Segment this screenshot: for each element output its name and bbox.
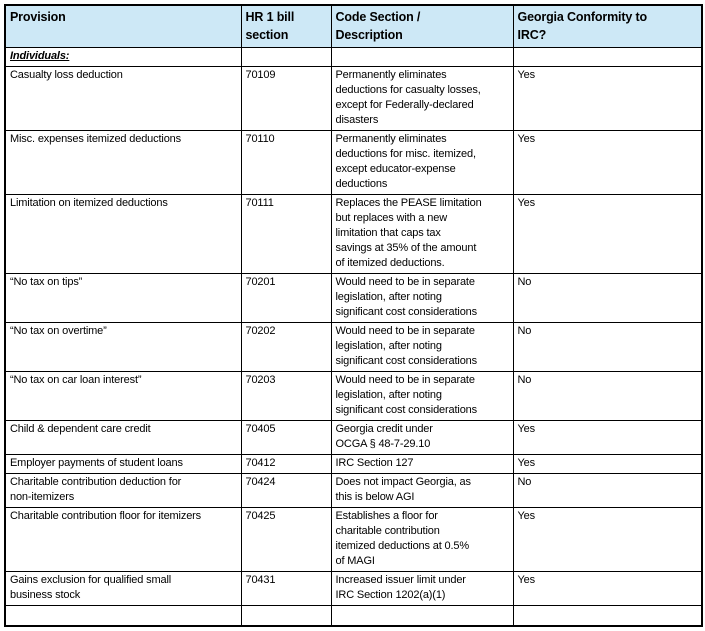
cell-conformity: Yes [512, 507, 703, 572]
table-row: “No tax on tips” 70201 Would need to be … [4, 273, 703, 323]
cell-description: Would need to be in separate legislation… [330, 273, 514, 323]
cell-conformity: Yes [512, 571, 703, 606]
cell-description: Georgia credit under OCGA § 48-7-29.10 [330, 420, 514, 455]
conformity-table: Provision HR 1 bill section Code Section… [4, 4, 703, 627]
cell-conformity: Yes [512, 66, 703, 131]
empty-cell [330, 47, 514, 67]
cell-provision: Charitable contribution floor for itemiz… [4, 507, 242, 572]
cell-description: Permanently eliminates deductions for ca… [330, 66, 514, 131]
cell-provision: Gains exclusion for qualified small busi… [4, 571, 242, 606]
cell-bill-section: 70110 [240, 130, 332, 195]
empty-cell [240, 47, 332, 67]
cell-description: Would need to be in separate legislation… [330, 371, 514, 421]
table-row: Child & dependent care credit 70405 Geor… [4, 420, 703, 455]
table-row: “No tax on overtime” 70202 Would need to… [4, 322, 703, 372]
table-row: Charitable contribution deduction for no… [4, 473, 703, 508]
table-row [4, 605, 703, 627]
table-body: Individuals: Casualty loss deduction 701… [4, 47, 703, 627]
cell-conformity: No [512, 473, 703, 508]
cell-conformity: Yes [512, 194, 703, 274]
cell-provision [4, 605, 242, 627]
cell-conformity: No [512, 322, 703, 372]
cell-conformity: Yes [512, 130, 703, 195]
cell-bill-section: 70109 [240, 66, 332, 131]
cell-conformity: No [512, 371, 703, 421]
cell-description [330, 605, 514, 627]
table-row: “No tax on car loan interest” 70203 Woul… [4, 371, 703, 421]
table-header: Provision HR 1 bill section Code Section… [4, 4, 703, 48]
empty-cell [512, 47, 703, 67]
cell-bill-section: 70201 [240, 273, 332, 323]
cell-conformity: Yes [512, 454, 703, 474]
table-row: Gains exclusion for qualified small busi… [4, 571, 703, 606]
cell-provision: “No tax on tips” [4, 273, 242, 323]
column-header-georgia-conformity: Georgia Conformity to IRC? [512, 4, 703, 48]
cell-bill-section: 70425 [240, 507, 332, 572]
cell-description: Replaces the PEASE limitation but replac… [330, 194, 514, 274]
cell-bill-section: 70431 [240, 571, 332, 606]
table-row: Employer payments of student loans 70412… [4, 454, 703, 474]
cell-bill-section: 70203 [240, 371, 332, 421]
cell-bill-section: 70412 [240, 454, 332, 474]
section-label: Individuals: [4, 47, 242, 67]
cell-bill-section [240, 605, 332, 627]
cell-bill-section: 70424 [240, 473, 332, 508]
cell-description: IRC Section 127 [330, 454, 514, 474]
cell-description: Does not impact Georgia, as this is belo… [330, 473, 514, 508]
cell-description: Would need to be in separate legislation… [330, 322, 514, 372]
cell-conformity: Yes [512, 420, 703, 455]
cell-bill-section: 70405 [240, 420, 332, 455]
header-row: Provision HR 1 bill section Code Section… [4, 4, 703, 48]
cell-provision: Casualty loss deduction [4, 66, 242, 131]
cell-bill-section: 70202 [240, 322, 332, 372]
cell-provision: Limitation on itemized deductions [4, 194, 242, 274]
cell-provision: Charitable contribution deduction for no… [4, 473, 242, 508]
cell-provision: Employer payments of student loans [4, 454, 242, 474]
cell-provision: Child & dependent care credit [4, 420, 242, 455]
section-row-individuals: Individuals: [4, 47, 703, 67]
cell-conformity [512, 605, 703, 627]
column-header-provision: Provision [4, 4, 242, 48]
table-row: Limitation on itemized deductions 70111 … [4, 194, 703, 274]
cell-provision: Misc. expenses itemized deductions [4, 130, 242, 195]
cell-provision: “No tax on car loan interest” [4, 371, 242, 421]
cell-description: Increased issuer limit under IRC Section… [330, 571, 514, 606]
table-row: Charitable contribution floor for itemiz… [4, 507, 703, 572]
cell-description: Establishes a floor for charitable contr… [330, 507, 514, 572]
column-header-code-section-description: Code Section / Description [330, 4, 514, 48]
cell-bill-section: 70111 [240, 194, 332, 274]
table-row: Casualty loss deduction 70109 Permanentl… [4, 66, 703, 131]
cell-provision: “No tax on overtime” [4, 322, 242, 372]
cell-conformity: No [512, 273, 703, 323]
cell-description: Permanently eliminates deductions for mi… [330, 130, 514, 195]
table-row: Misc. expenses itemized deductions 70110… [4, 130, 703, 195]
column-header-bill-section: HR 1 bill section [240, 4, 332, 48]
